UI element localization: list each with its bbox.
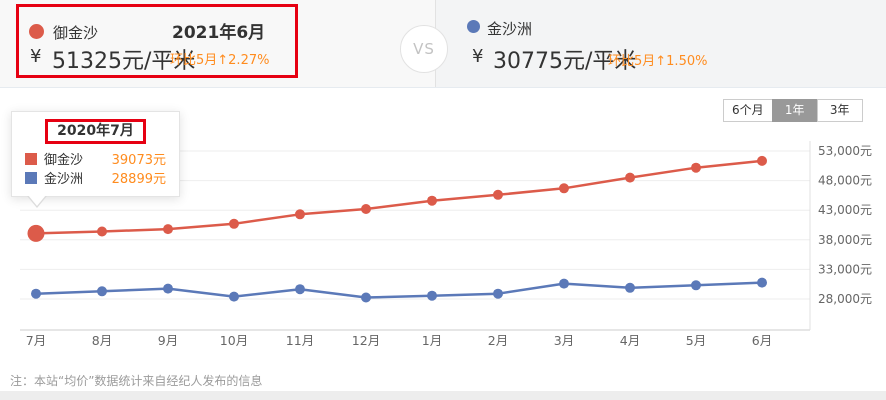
data-point[interactable]: [427, 290, 437, 301]
data-point[interactable]: [625, 282, 635, 293]
y-axis-tick-label: 33,000元: [818, 262, 872, 276]
data-point[interactable]: [27, 224, 45, 242]
right-property-name: 金沙洲: [487, 20, 533, 38]
left-mom-change: 环比5月↑2.27%: [170, 53, 270, 68]
x-axis-tick-label: 1月: [422, 333, 442, 348]
y-axis-tick-label: 28,000元: [818, 292, 872, 306]
current-month-label: 2021年6月: [172, 23, 266, 43]
right-mom-change: 环比5月↑1.50%: [608, 54, 708, 69]
data-point[interactable]: [97, 286, 107, 297]
data-point[interactable]: [559, 278, 569, 289]
range-switch: 6个月 1年 3年: [723, 99, 863, 122]
tooltip-row-blue: 金沙洲 28899元: [12, 168, 179, 187]
left-price-value: 51325元/平米: [52, 49, 196, 74]
x-axis-tick-label: 10月: [220, 333, 248, 348]
x-axis-tick-label: 11月: [286, 333, 314, 348]
tooltip-red-value: 39073元: [111, 153, 166, 168]
y-axis-tick-label: 38,000元: [818, 233, 872, 247]
x-axis-tick-label: 5月: [686, 333, 706, 348]
tooltip-blue-value: 28899元: [111, 172, 166, 187]
blue-series-dot-icon: [467, 20, 480, 33]
data-point[interactable]: [757, 155, 767, 166]
data-point[interactable]: [229, 218, 239, 229]
blue-legend-square-icon: [25, 171, 37, 184]
data-point[interactable]: [31, 288, 41, 299]
tooltip-red-name: 御金沙: [44, 153, 84, 168]
bottom-section-divider: [0, 391, 886, 400]
data-point[interactable]: [163, 224, 173, 235]
x-axis-tick-label: 9月: [158, 333, 178, 348]
series-line-金沙洲: [34, 281, 764, 299]
x-axis-tick-label: 6月: [752, 333, 772, 348]
x-axis-tick-label: 7月: [26, 333, 46, 348]
header: 御金沙 2021年6月 ¥ 51325元/平米 环比5月↑2.27% VS 金沙…: [0, 0, 886, 88]
red-legend-square-icon: [25, 152, 37, 165]
tooltip-arrow-fill-icon: [28, 195, 46, 206]
data-source-note: 注：本站“均价”数据统计来自经纪人发布的信息: [10, 374, 263, 388]
header-right-panel: [435, 0, 886, 87]
data-point[interactable]: [493, 288, 503, 299]
data-point[interactable]: [361, 204, 371, 214]
tooltip-blue-name: 金沙洲: [44, 172, 84, 187]
vs-badge: VS: [400, 25, 448, 73]
data-point[interactable]: [493, 189, 503, 200]
chart-tooltip: 2020年7月 御金沙 39073元 金沙洲 28899元: [11, 111, 180, 208]
right-currency-symbol: ¥: [472, 46, 484, 67]
x-axis-tick-label: 4月: [620, 333, 640, 348]
data-point[interactable]: [427, 195, 437, 206]
left-currency-symbol: ¥: [30, 46, 42, 67]
x-axis-tick-label: 3月: [554, 333, 574, 348]
data-point[interactable]: [691, 162, 701, 173]
data-point[interactable]: [295, 284, 305, 295]
y-axis-tick-label: 53,000元: [818, 144, 872, 158]
data-point[interactable]: [625, 172, 635, 183]
tooltip-title-annotated: 2020年7月: [45, 119, 146, 144]
y-axis-tick-label: 43,000元: [818, 203, 872, 217]
y-axis-tick-label: 48,000元: [818, 174, 872, 188]
x-axis-tick-label: 2月: [488, 333, 508, 348]
data-point[interactable]: [361, 292, 371, 303]
data-point[interactable]: [295, 209, 305, 220]
range-button-3years[interactable]: 3年: [816, 99, 863, 122]
data-point[interactable]: [229, 291, 239, 302]
left-property-name: 御金沙: [53, 24, 99, 42]
range-button-6months[interactable]: 6个月: [723, 99, 773, 122]
tooltip-title-wrap: 2020年7月: [12, 119, 179, 144]
right-price-value: 30775元/平米: [493, 49, 637, 74]
data-point[interactable]: [559, 183, 569, 194]
x-axis-tick-label: 8月: [92, 333, 112, 348]
red-series-dot-icon: [29, 24, 44, 39]
data-point[interactable]: [691, 280, 701, 291]
data-point[interactable]: [97, 226, 107, 237]
x-axis-tick-label: 12月: [352, 333, 380, 348]
range-button-1year[interactable]: 1年: [771, 99, 818, 122]
data-point[interactable]: [757, 277, 767, 288]
data-point[interactable]: [163, 283, 173, 294]
tooltip-row-red: 御金沙 39073元: [12, 149, 179, 168]
